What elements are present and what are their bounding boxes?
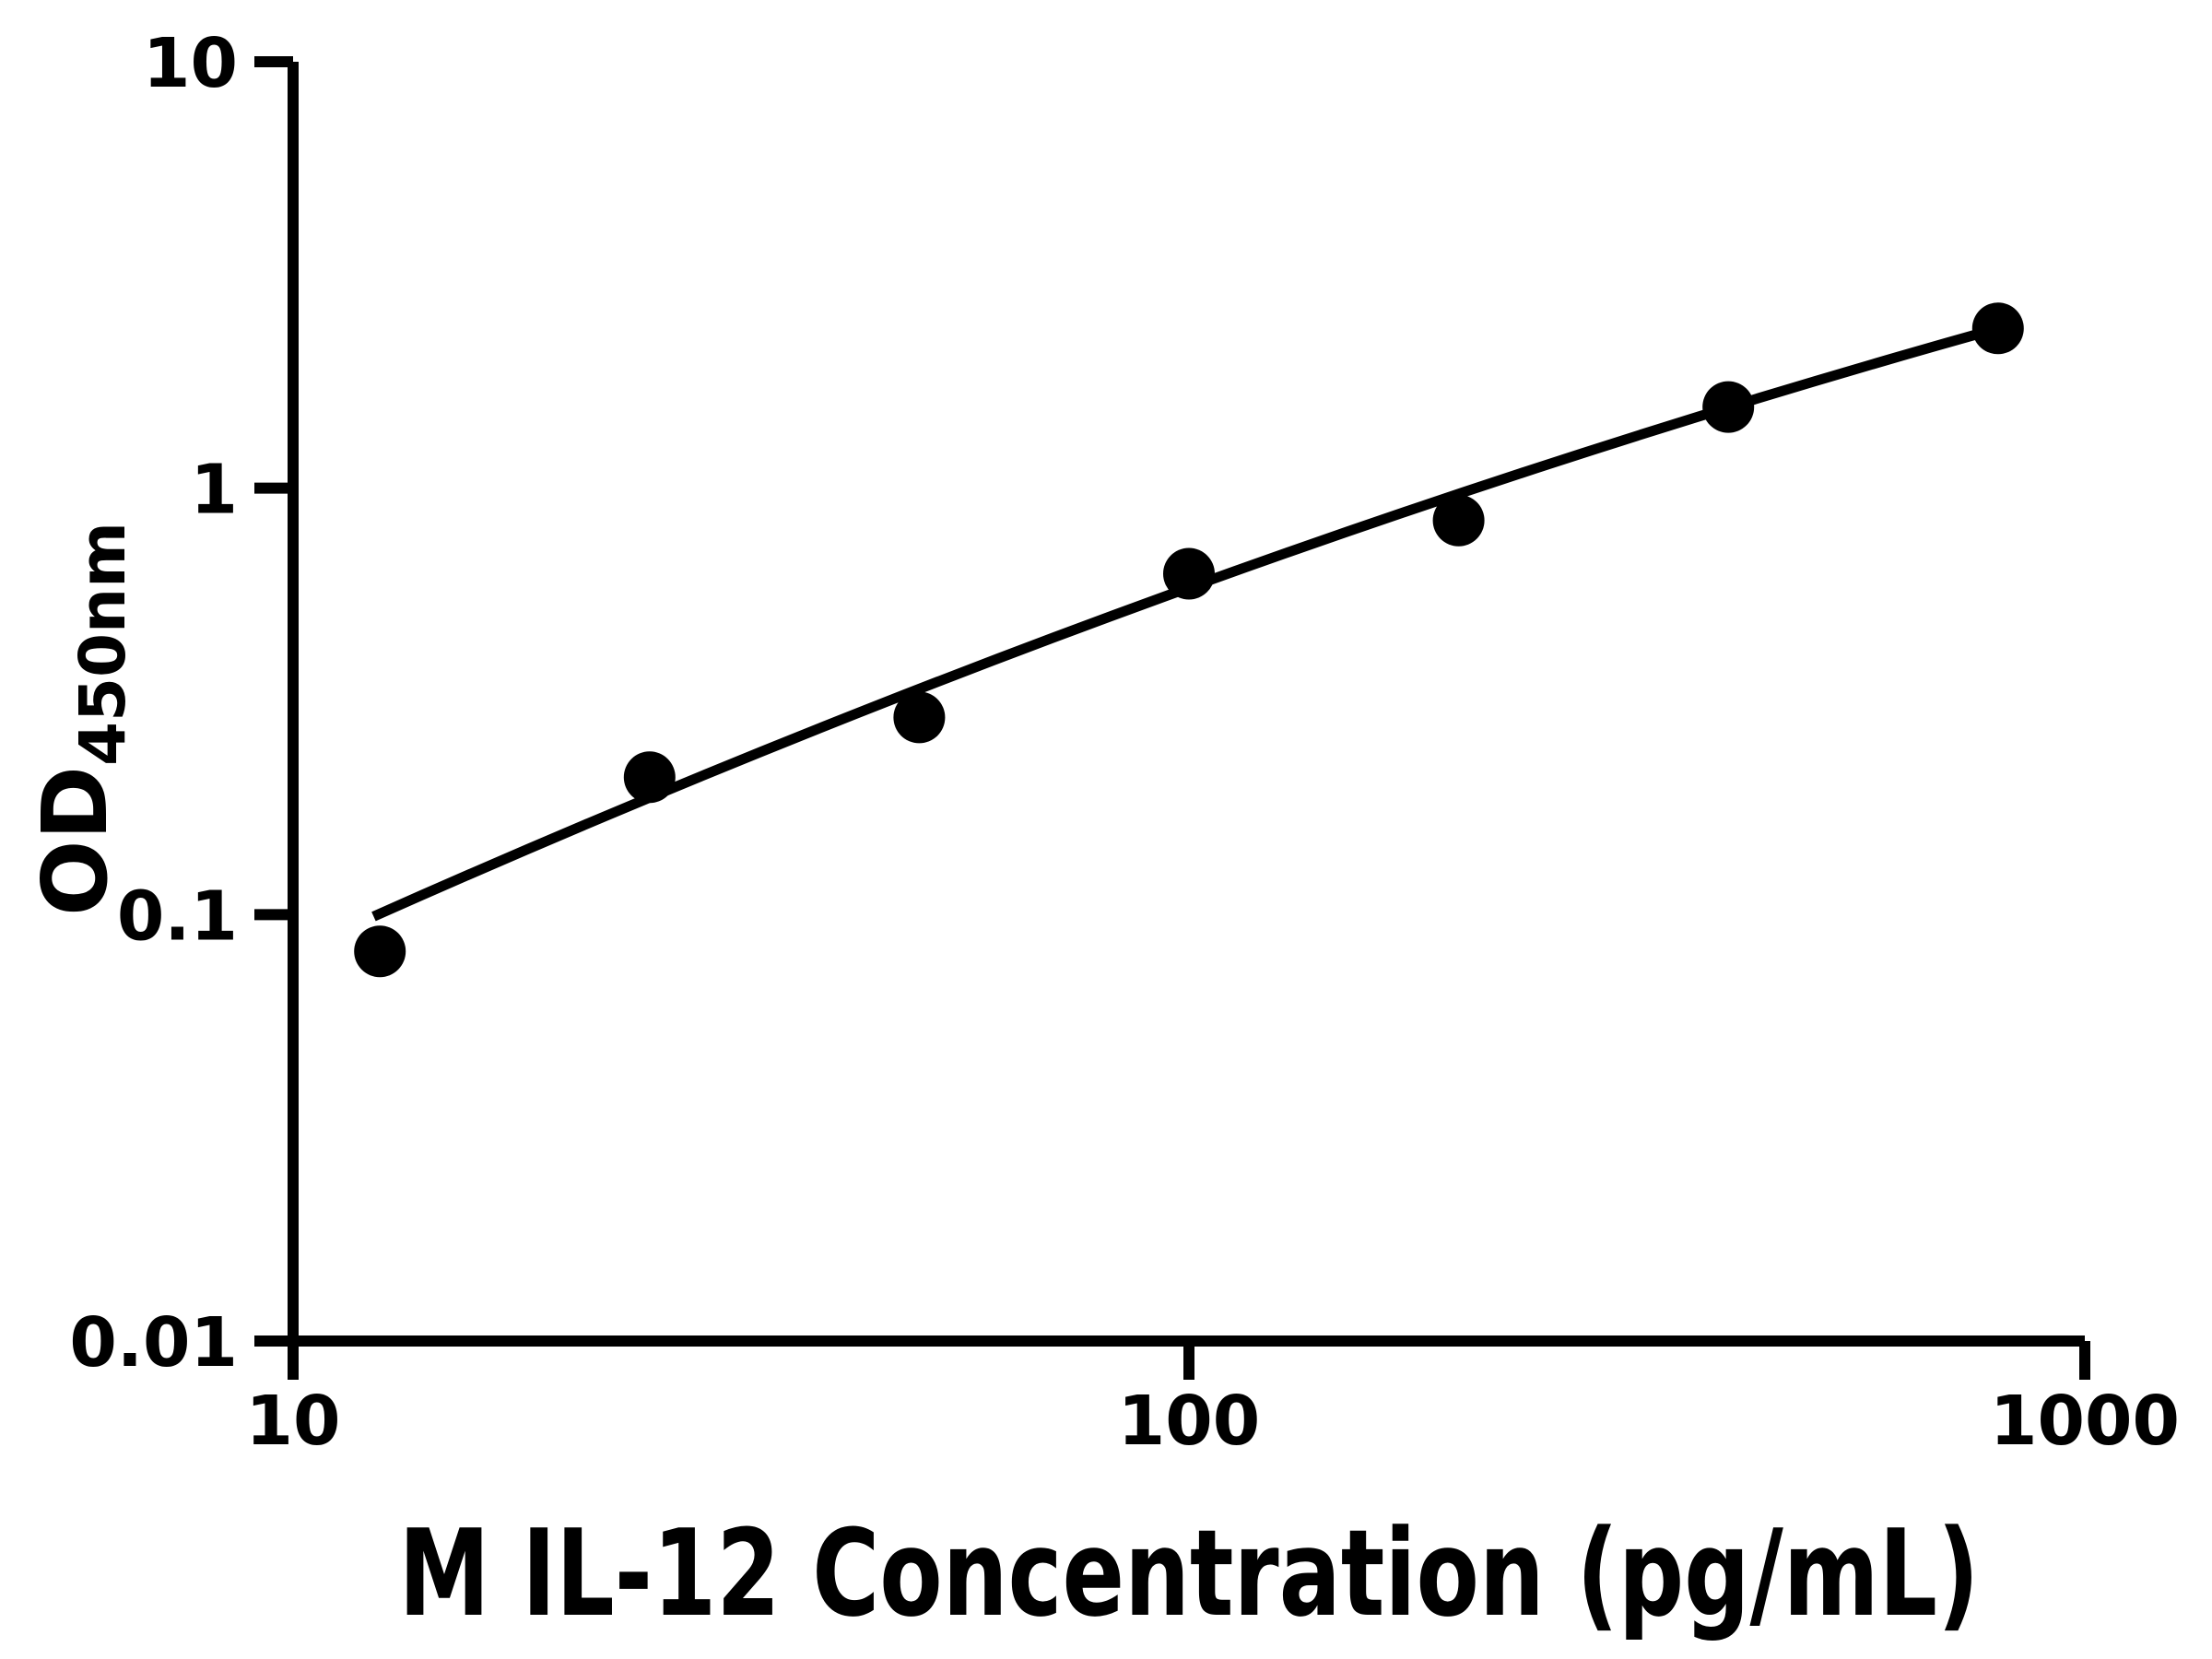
y-axis-title-main: OD [23, 766, 127, 916]
trend-line-group [371, 324, 2000, 922]
x-tick-label: 1000 [1990, 1382, 2180, 1461]
x-tick-label: 10 [246, 1382, 341, 1461]
x-tick-label: 100 [1118, 1382, 1260, 1461]
x-axis-title: M IL-12 Concentration (pg/mL) [399, 1503, 1980, 1643]
axes [254, 62, 2085, 1380]
y-tick-label: 0.01 [69, 1303, 238, 1382]
y-tick-label: 0.1 [117, 877, 238, 956]
data-point [893, 691, 946, 744]
data-points-group [354, 302, 2024, 978]
y-axis-title: OD450nm [23, 522, 140, 916]
data-point [1971, 302, 2024, 355]
y-tick-label: 10 [143, 24, 238, 103]
data-point [354, 925, 406, 978]
trend-line-path [371, 324, 2000, 922]
y-tick-label: 1 [191, 451, 239, 530]
data-point [1163, 547, 1215, 600]
y-axis-title-subscript: 450nm [66, 522, 140, 766]
axis-ticks [254, 56, 2090, 1380]
data-point [1702, 381, 1755, 433]
data-point [623, 751, 676, 804]
data-point [1432, 494, 1485, 547]
